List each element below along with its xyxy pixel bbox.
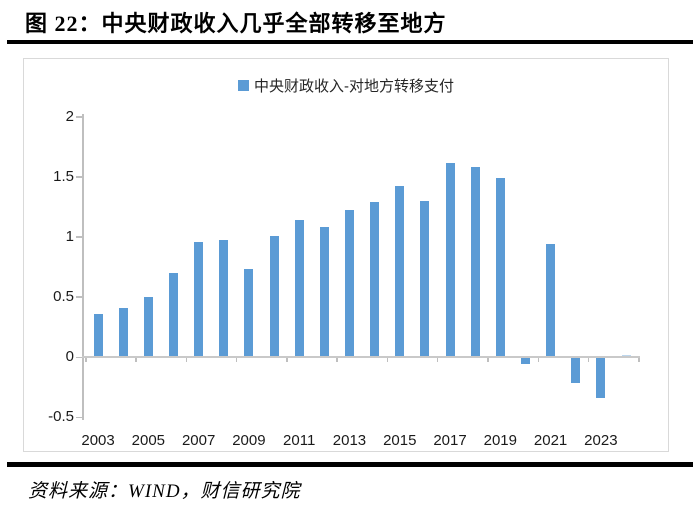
bar-2021: [546, 244, 556, 357]
y-tick-label: 1.5: [53, 167, 74, 185]
bar-2011: [294, 219, 304, 357]
bar-2013: [344, 210, 354, 357]
title-rule: [7, 40, 693, 44]
x-tick-label: 2021: [533, 432, 568, 449]
x-axis-tick: [436, 357, 439, 362]
y-tick-label: -0.5: [48, 408, 74, 426]
x-axis-tick: [135, 357, 137, 362]
bar-2007: [194, 241, 204, 357]
x-tick-label: 2013: [332, 432, 367, 449]
plot-area: 2 1.5 1 0.5 0 -0.5 2003 2005 2007 2009 2011 2013 201…: [24, 59, 667, 450]
y-tick-label: 0: [65, 348, 74, 365]
x-tick-label: 2011: [283, 432, 316, 449]
bar-2003: [93, 313, 103, 357]
x-axis-tick: [386, 357, 389, 362]
x-axis-tick: [487, 357, 489, 362]
x-axis-tick: [286, 357, 288, 362]
chart-legend: 中央财政收入-对地方转移支付: [24, 75, 668, 96]
x-tick-label: 2017: [433, 432, 467, 449]
y-tick-label: 2: [65, 107, 74, 125]
bar-2010: [269, 235, 279, 357]
x-tick-label: 2019: [483, 432, 517, 449]
y-tick-label: 0.5: [53, 287, 74, 305]
x-tick-label: 2023: [584, 432, 618, 449]
x-tick-label: 2009: [232, 432, 266, 449]
x-axis-tick: [185, 357, 188, 362]
bar-2012: [319, 227, 329, 357]
bar-2005: [143, 296, 153, 357]
bottom-rule: [7, 462, 693, 467]
bar-2018: [470, 167, 480, 357]
x-tick-label: 2003: [81, 432, 115, 449]
bar-2017: [445, 163, 455, 357]
bar-2014: [370, 201, 380, 357]
legend-label: 中央财政收入-对地方转移支付: [254, 78, 454, 95]
x-axis-tick: [85, 357, 87, 362]
bar-2023: [596, 358, 606, 398]
x-axis-line: [82, 356, 640, 358]
bar-2022: [571, 358, 581, 384]
bar-2016: [420, 200, 430, 357]
bar-2020: [520, 358, 530, 364]
source-note: 资料来源：WIND，财信研究院: [28, 481, 301, 502]
x-axis-tick: [587, 357, 590, 362]
y-axis-tick: [76, 236, 82, 238]
x-axis-tick: [235, 357, 238, 362]
y-tick-label: 1: [65, 227, 74, 245]
bar-2024: [621, 354, 631, 357]
bar-2006: [168, 272, 178, 357]
x-axis-tick: [537, 357, 540, 362]
x-axis-tick: [336, 357, 338, 362]
y-axis-line: [82, 114, 84, 420]
y-axis-tick: [76, 116, 82, 118]
bar-2019: [495, 177, 505, 357]
x-axis-tick: [638, 357, 640, 362]
y-axis-tick: [76, 356, 82, 358]
bar-2009: [244, 269, 254, 357]
bar-2004: [118, 307, 128, 357]
chart-container: 中央财政收入-对地方转移支付 2 1.5 1 0.5 0 -0.5 2003 2005 2007…: [23, 58, 669, 452]
x-tick-label: 2015: [383, 432, 417, 449]
bar-2015: [395, 186, 405, 357]
x-tick-label: 2007: [181, 432, 216, 449]
y-axis-tick: [76, 416, 82, 419]
bar-2008: [219, 240, 229, 357]
y-axis-tick: [76, 176, 82, 178]
figure-title: 图 22：中央财政收入几乎全部转移至地方: [25, 11, 447, 36]
x-tick-label: 2005: [131, 432, 166, 449]
y-axis-tick: [76, 296, 82, 298]
legend-swatch-icon: [238, 80, 249, 91]
